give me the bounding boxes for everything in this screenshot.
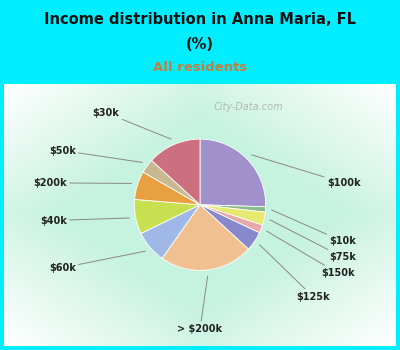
- Wedge shape: [152, 139, 200, 205]
- Text: $60k: $60k: [49, 251, 145, 273]
- Text: $100k: $100k: [252, 155, 360, 188]
- Text: $30k: $30k: [93, 108, 171, 139]
- Text: > $200k: > $200k: [178, 276, 222, 334]
- Wedge shape: [134, 199, 200, 233]
- Text: $75k: $75k: [270, 220, 356, 262]
- Text: (%): (%): [186, 37, 214, 52]
- Wedge shape: [200, 205, 259, 249]
- Text: $10k: $10k: [272, 210, 356, 246]
- Wedge shape: [141, 205, 200, 258]
- Text: $200k: $200k: [33, 178, 132, 188]
- Wedge shape: [200, 205, 262, 233]
- Text: City-Data.com: City-Data.com: [214, 102, 283, 112]
- Text: $125k: $125k: [260, 245, 330, 302]
- Wedge shape: [162, 205, 248, 270]
- Text: All residents: All residents: [153, 61, 247, 74]
- Text: $150k: $150k: [267, 231, 354, 278]
- Text: $40k: $40k: [40, 216, 130, 225]
- Wedge shape: [200, 139, 266, 207]
- Wedge shape: [200, 205, 265, 225]
- Wedge shape: [200, 205, 266, 212]
- Text: Income distribution in Anna Maria, FL: Income distribution in Anna Maria, FL: [44, 12, 356, 27]
- Wedge shape: [134, 172, 200, 205]
- Text: $50k: $50k: [49, 146, 142, 162]
- Wedge shape: [143, 160, 200, 205]
